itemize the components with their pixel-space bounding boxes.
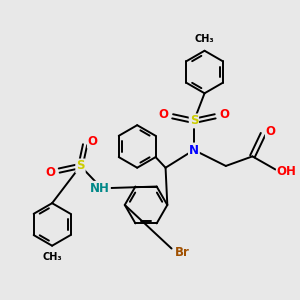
Text: O: O xyxy=(88,135,98,148)
Text: OH: OH xyxy=(277,165,297,178)
Text: O: O xyxy=(266,125,276,138)
Text: S: S xyxy=(76,160,85,172)
Text: N: N xyxy=(189,143,199,157)
Text: CH₃: CH₃ xyxy=(42,252,62,262)
Text: S: S xyxy=(190,114,198,128)
Text: CH₃: CH₃ xyxy=(195,34,214,44)
Text: O: O xyxy=(159,108,169,121)
Text: O: O xyxy=(219,108,229,121)
Text: O: O xyxy=(45,166,55,179)
Text: NH: NH xyxy=(90,182,110,195)
Text: Br: Br xyxy=(175,246,190,259)
